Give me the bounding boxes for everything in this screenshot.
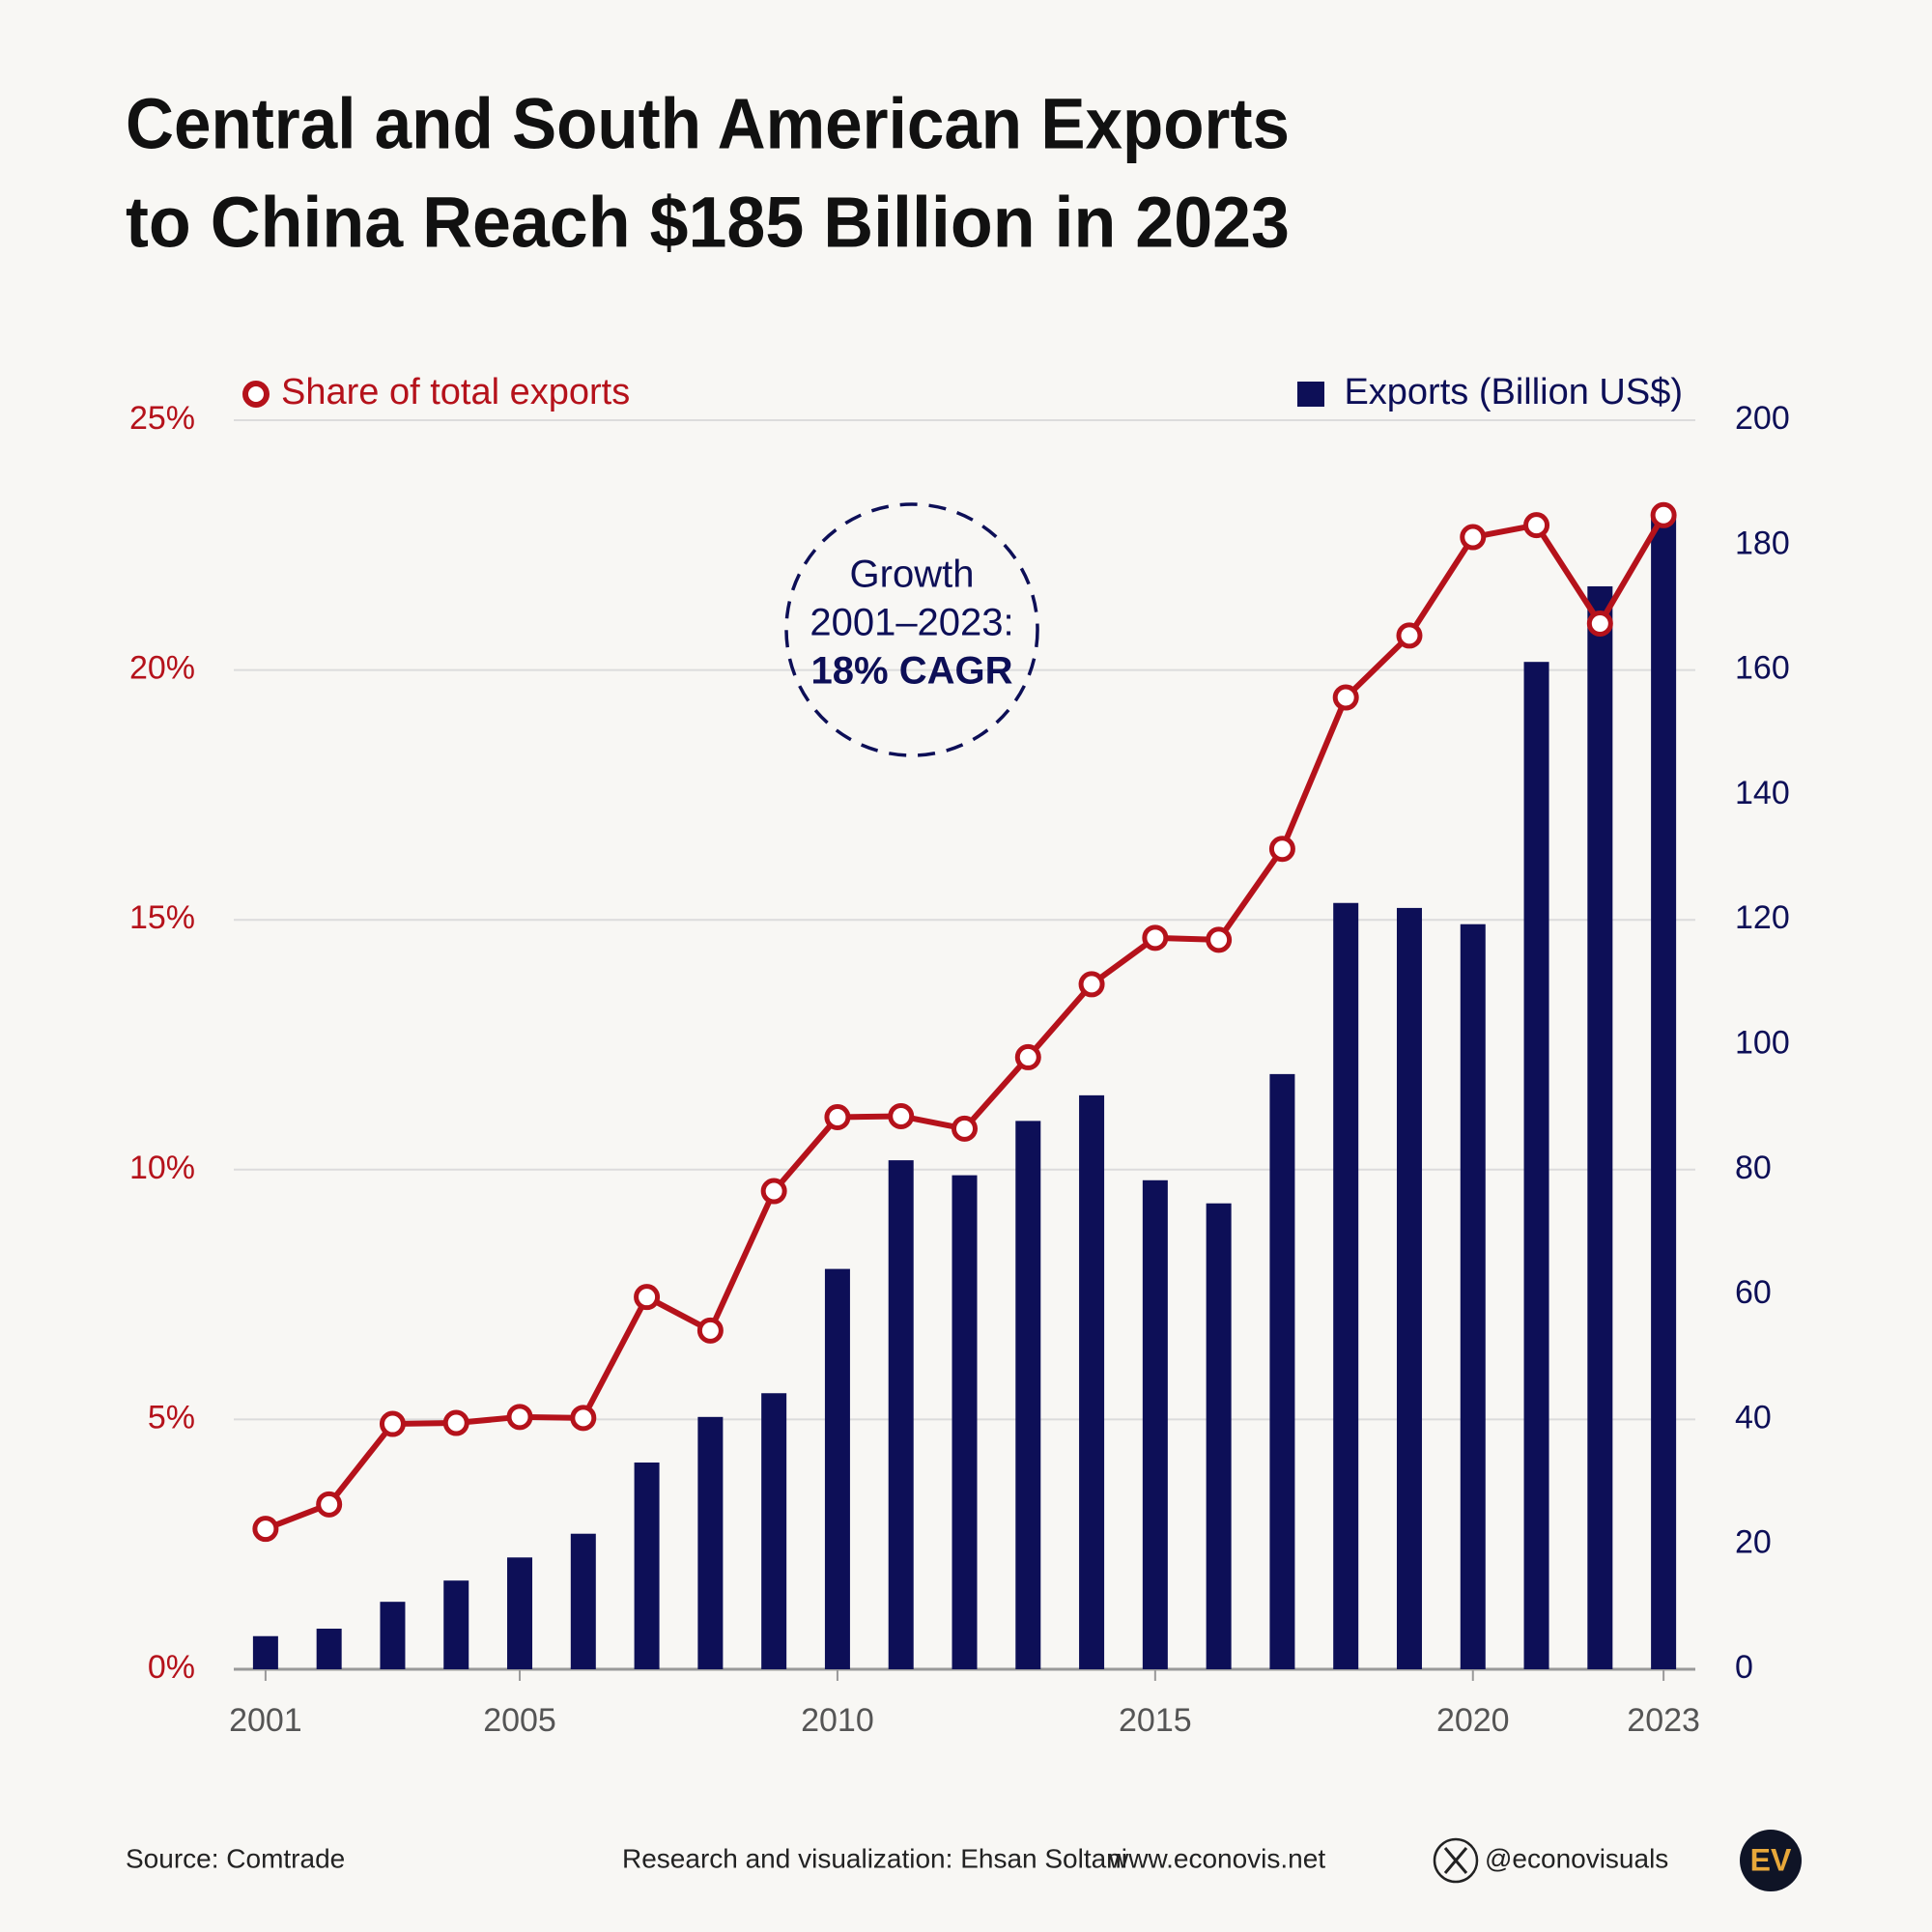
bar	[952, 1175, 978, 1669]
annotation-circle	[784, 502, 1039, 757]
line-marker	[1078, 971, 1105, 998]
bar	[1206, 1203, 1232, 1669]
line-marker	[1460, 524, 1487, 551]
bar	[1523, 662, 1549, 1669]
line-marker	[1586, 611, 1613, 638]
line-marker	[952, 1115, 978, 1142]
y-tick-label: 0%	[148, 1649, 195, 1686]
logo: EV	[1750, 1842, 1792, 1877]
bar	[697, 1416, 724, 1669]
x-tick-label: 2023	[1627, 1702, 1700, 1739]
bar	[316, 1628, 342, 1669]
bar	[761, 1393, 787, 1669]
y2-tick-label: 200	[1735, 400, 1790, 437]
bar	[1333, 902, 1359, 1669]
chart-title: Central and South American Exports	[126, 84, 1290, 164]
line-marker	[1650, 501, 1677, 528]
y2-tick-label: 100	[1735, 1024, 1790, 1061]
bar	[634, 1463, 660, 1669]
bar	[570, 1533, 596, 1669]
legend-label: Share of total exports	[281, 372, 630, 412]
handle: @econovisuals	[1485, 1843, 1668, 1873]
line-marker	[379, 1410, 406, 1437]
line-marker	[1206, 926, 1233, 953]
y-tick-label: 25%	[129, 400, 195, 437]
y2-tick-label: 0	[1735, 1649, 1753, 1686]
bar	[252, 1635, 278, 1669]
y2-tick-label: 160	[1735, 650, 1790, 687]
bar	[1269, 1073, 1295, 1669]
bar	[1587, 585, 1613, 1669]
line-marker	[888, 1102, 915, 1129]
annotation: 18% CAGR	[811, 650, 1013, 693]
annotation: Growth	[850, 554, 975, 596]
line-marker	[1332, 684, 1359, 711]
line-marker	[696, 1317, 724, 1344]
plot-area: 0% 5% 10% 15% 20% 25% 0 20 40 60 80 100 120 140 160 180…	[129, 372, 1790, 1739]
line-marker	[442, 1409, 469, 1436]
y2-tick-label: 20	[1735, 1524, 1772, 1561]
annotation: 2001–2023:	[810, 602, 1013, 644]
y-tick-label: 5%	[148, 1399, 195, 1435]
line-marker	[1142, 924, 1169, 952]
line-marker	[634, 1284, 661, 1311]
y2-tick-label: 60	[1735, 1274, 1772, 1311]
line-marker	[1014, 1043, 1041, 1070]
y-tick-label: 10%	[129, 1150, 195, 1186]
bar	[1460, 923, 1486, 1669]
website: www.econovis.net	[1108, 1843, 1325, 1873]
source: Source: Comtrade	[126, 1843, 345, 1873]
bar	[1651, 513, 1677, 1669]
legend-marker	[1297, 382, 1324, 407]
line-marker	[506, 1404, 533, 1431]
bar	[1142, 1179, 1168, 1669]
legend-marker	[242, 381, 270, 408]
x-tick-label: 2005	[483, 1702, 556, 1739]
line-marker	[570, 1405, 597, 1432]
logo-circle	[1740, 1830, 1802, 1891]
line-marker	[1523, 512, 1550, 539]
chart-title: to China Reach $185 Billion in 2023	[126, 183, 1290, 263]
y2-tick-label: 40	[1735, 1399, 1772, 1435]
x-tick-label: 2010	[801, 1702, 874, 1739]
bar	[888, 1160, 914, 1669]
line-marker	[824, 1103, 851, 1130]
x-icon	[1433, 1837, 1479, 1884]
y2-tick-label: 180	[1735, 525, 1790, 561]
bar	[380, 1602, 406, 1669]
line-marker	[760, 1178, 787, 1205]
line-marker	[1396, 622, 1423, 649]
bar	[824, 1268, 850, 1669]
line-marker	[252, 1516, 279, 1543]
bar	[1015, 1121, 1041, 1669]
y-tick-label: 20%	[129, 650, 195, 687]
y2-tick-label: 80	[1735, 1150, 1772, 1186]
bar	[507, 1557, 533, 1669]
legend-label: Exports (Billion US$)	[1344, 372, 1683, 412]
bar	[1079, 1094, 1105, 1669]
x-tick-label: 2020	[1436, 1702, 1510, 1739]
bar	[1396, 907, 1422, 1669]
bar	[443, 1580, 469, 1669]
line-marker	[1268, 836, 1295, 863]
x-tick-label: 2015	[1119, 1702, 1192, 1739]
y2-tick-label: 140	[1735, 775, 1790, 811]
y-tick-label: 15%	[129, 899, 195, 936]
x-tick-label: 2001	[229, 1702, 302, 1739]
y2-tick-label: 120	[1735, 899, 1790, 936]
line-marker	[316, 1491, 343, 1518]
credit: Research and visualization: Ehsan Soltan…	[622, 1843, 1127, 1873]
